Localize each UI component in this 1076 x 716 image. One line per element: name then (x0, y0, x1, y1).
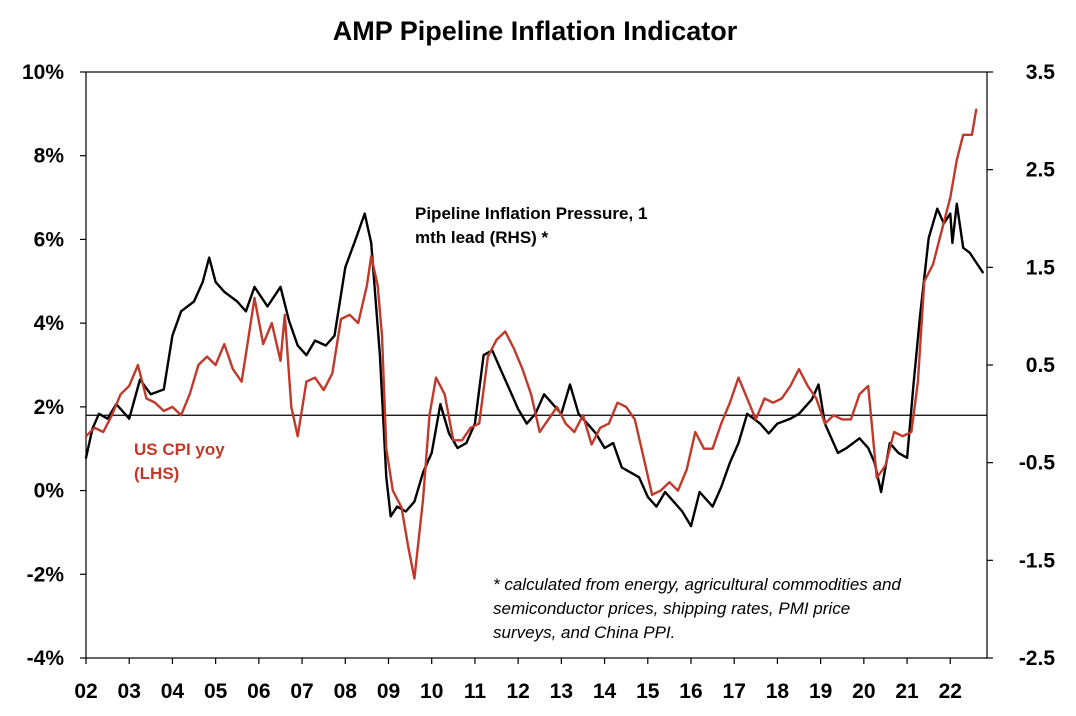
x-tick-label: 05 (204, 680, 228, 703)
left-tick-label: 0% (34, 480, 65, 503)
left-tick-label: 2% (34, 396, 65, 419)
right-tick-label: 3.5 (1026, 61, 1056, 84)
x-tick-label: 10 (420, 680, 443, 703)
right-tick-label: 0.5 (1026, 354, 1056, 377)
x-tick-label: 02 (74, 680, 97, 703)
left-tick-label: -4% (27, 647, 65, 670)
chart-title: AMP Pipeline Inflation Indicator (333, 16, 738, 46)
x-tick-label: 04 (161, 680, 185, 703)
footnote-line-3: surveys, and China PPI. (493, 623, 675, 642)
right-tick-label: 1.5 (1026, 256, 1056, 279)
pipeline-inflation-line (84, 202, 984, 528)
rhs-series-label-2: mth lead (RHS) * (415, 228, 549, 247)
x-axis: 02 03 04 05 06 07 08 09 10 11 12 13 14 15 16 17 18 19 20 21… (74, 658, 962, 703)
x-tick-label: 18 (766, 680, 790, 703)
right-tick-label: -1.5 (1019, 549, 1056, 572)
footnote-line-1: * calculated from energy, agricultural c… (493, 575, 901, 594)
left-tick-label: 4% (34, 312, 65, 335)
series-layer (84, 108, 984, 580)
left-tick-label: -2% (27, 563, 65, 586)
x-tick-label: 17 (723, 680, 746, 703)
left-tick-label: 8% (34, 145, 65, 168)
x-tick-label: 21 (895, 680, 919, 703)
right-axis: 3.5 2.5 1.5 0.5 -0.5 -1.5 -2.5 (987, 61, 1055, 670)
x-tick-label: 06 (247, 680, 270, 703)
lhs-series-label-2: (LHS) (134, 464, 179, 483)
x-tick-label: 09 (377, 680, 400, 703)
x-tick-label: 15 (636, 680, 660, 703)
right-tick-label: 2.5 (1026, 159, 1056, 182)
x-tick-label: 14 (593, 680, 617, 703)
left-tick-label: 10% (22, 61, 64, 84)
x-tick-label: 13 (550, 680, 573, 703)
rhs-series-label: Pipeline Inflation Pressure, 1 (415, 204, 647, 223)
lhs-series-label: US CPI yoy (134, 440, 225, 459)
right-tick-label: -0.5 (1019, 452, 1056, 475)
footnote-line-2: semiconductor prices, shipping rates, PM… (493, 599, 850, 618)
x-tick-label: 22 (939, 680, 962, 703)
x-tick-label: 07 (290, 680, 313, 703)
us-cpi-line (84, 108, 978, 580)
x-tick-label: 12 (506, 680, 529, 703)
left-axis: 10% 8% 6% 4% 2% 0% -2% -4% (22, 61, 86, 670)
x-tick-label: 11 (464, 680, 487, 703)
x-tick-label: 19 (809, 680, 832, 703)
left-tick-label: 6% (34, 228, 65, 251)
x-tick-label: 16 (679, 680, 702, 703)
x-tick-label: 03 (118, 680, 141, 703)
x-tick-label: 08 (334, 680, 358, 703)
x-tick-label: 20 (852, 680, 875, 703)
plot-frame (85, 71, 988, 659)
right-tick-label: -2.5 (1019, 647, 1056, 670)
